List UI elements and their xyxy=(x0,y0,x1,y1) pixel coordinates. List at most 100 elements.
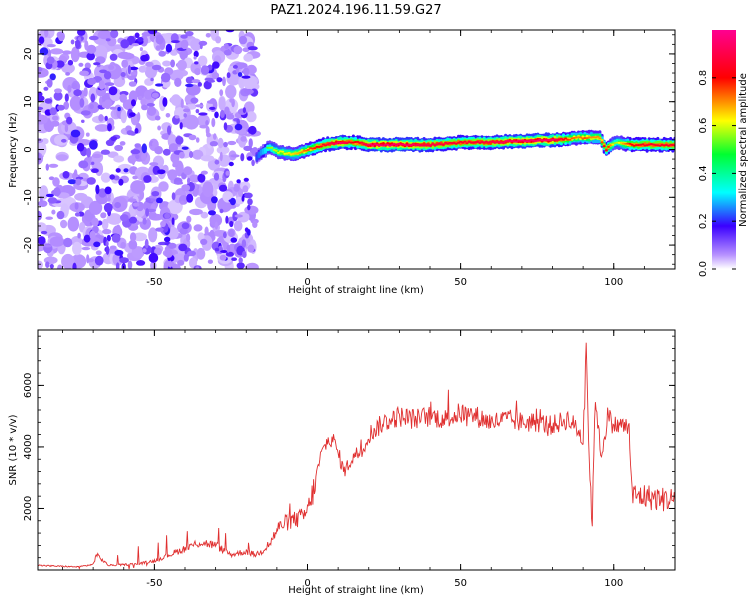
heatmap-noise-blob xyxy=(99,96,103,106)
heatmap-noise-blob xyxy=(157,125,162,131)
heatmap-ridge-segment xyxy=(557,138,561,141)
heatmap-ridge-segment xyxy=(602,145,606,148)
heatmap-noise-blob xyxy=(214,159,220,165)
heatmap-noise-blob xyxy=(155,83,164,87)
heatmap-noise-blob xyxy=(140,54,149,62)
heatmap-noise-blob xyxy=(209,214,223,227)
heatmap-ridge-segment xyxy=(276,151,280,154)
heatmap-noise-blob xyxy=(99,69,108,74)
heatmap-noise-blob xyxy=(190,38,202,51)
heatmap-ridge-segment xyxy=(562,138,565,141)
heatmap-ridge-segment xyxy=(564,137,568,140)
y-tick-label: 0 xyxy=(23,146,34,152)
heatmap-noise-blob xyxy=(162,60,172,67)
heatmap-noise-blob xyxy=(53,91,63,101)
heatmap-noise-blob xyxy=(65,72,70,76)
heatmap-noise-blob xyxy=(149,162,159,167)
heatmap-noise-blob xyxy=(95,184,100,195)
colorbar-ticks: 0.0 0.2 0.4 0.6 0.8 xyxy=(698,70,736,277)
heatmap-noise-blob xyxy=(244,205,259,215)
heatmap-noise-blob xyxy=(154,115,161,121)
heatmap-noise-blob xyxy=(207,79,216,83)
heatmap-noise-blob xyxy=(86,52,95,61)
heatmap-noise-blob xyxy=(67,84,72,93)
heatmap-noise-blob xyxy=(54,134,69,146)
heatmap-ridge-segment xyxy=(416,143,420,146)
heatmap-noise-blob xyxy=(195,137,200,143)
heatmap-noise-blob xyxy=(227,140,237,146)
heatmap-noise-blob xyxy=(218,96,226,111)
heatmap-noise-blob xyxy=(120,109,127,124)
heatmap-noise-blob xyxy=(196,247,206,260)
heatmap-noise-blob xyxy=(147,106,157,116)
heatmap-noise-blob xyxy=(105,99,113,108)
heatmap-noise-blob xyxy=(38,210,42,221)
heatmap-noise-blob xyxy=(105,139,115,146)
heatmap-noise-blob xyxy=(126,130,134,136)
heatmap-noise-blob xyxy=(38,138,44,144)
heatmap-noise-blob xyxy=(247,46,258,51)
heatmap-noise-blob xyxy=(179,227,188,235)
heatmap-noise-blob xyxy=(108,86,118,96)
heatmap-noise-blob xyxy=(38,152,41,162)
heatmap-noise-blob xyxy=(242,107,246,114)
heatmap-noise-blob xyxy=(69,95,83,111)
heatmap-noise-blob xyxy=(241,250,247,259)
heatmap-noise-blob xyxy=(220,109,225,119)
heatmap-noise-blob xyxy=(174,115,180,119)
heatmap-noise-blob xyxy=(137,95,143,101)
heatmap-noise-blob xyxy=(167,125,172,135)
heatmap-noise-blob xyxy=(66,116,73,125)
heatmap-noise-blob xyxy=(197,232,205,241)
heatmap-noise-blob xyxy=(175,136,184,145)
snr-x-label: Height of straight line (km) xyxy=(288,585,424,596)
heatmap-noise-blob xyxy=(79,98,85,108)
heatmap-noise-blob xyxy=(131,246,145,259)
heatmap-noise-blob xyxy=(193,50,199,58)
heatmap-ridge-segment xyxy=(371,144,375,147)
heatmap-noise-blob xyxy=(171,217,175,225)
heatmap-noise-blob xyxy=(211,72,220,80)
heatmap-ridge-segment xyxy=(536,139,540,142)
heatmap-noise-blob xyxy=(131,43,140,47)
snr-series-line xyxy=(38,342,675,570)
heatmap-noise-blob xyxy=(142,217,147,225)
heatmap-ridge-segment xyxy=(521,139,525,142)
heatmap-noise-blob xyxy=(183,166,193,176)
heatmap-ridge-segment xyxy=(469,141,473,144)
heatmap-noise-blob xyxy=(141,32,152,37)
heatmap-noise-blob xyxy=(47,197,58,204)
heatmap-noise-blob xyxy=(75,178,82,186)
heatmap-noise-blob xyxy=(127,198,137,202)
heatmap-noise-blob xyxy=(128,239,138,250)
heatmap-ridge-segment xyxy=(574,136,578,139)
heatmap-noise-blob xyxy=(78,62,84,67)
snr-axes: -50 0 50 100 2000 4000 6000 xyxy=(23,330,676,589)
heatmap-noise-blob xyxy=(174,77,182,87)
heatmap-noise-blob xyxy=(189,151,194,158)
heatmap-ridge-segment xyxy=(390,144,394,147)
heatmap-noise-blob xyxy=(160,72,171,83)
heatmap-noise-blob xyxy=(158,50,166,57)
heatmap-noise-blob xyxy=(78,160,89,169)
heatmap-noise-blob xyxy=(214,247,220,252)
heatmap-ridge-segment xyxy=(502,141,505,144)
heatmap-ridge-segment xyxy=(441,143,445,146)
heatmap-noise-blob xyxy=(151,191,160,197)
heatmap-noise-blob xyxy=(86,254,90,264)
heatmap-noise-blob xyxy=(115,168,121,173)
heatmap-noise-blob xyxy=(185,83,194,88)
heatmap-noise-blob xyxy=(229,197,236,206)
x-tick-label: -50 xyxy=(146,578,162,589)
heatmap-noise-blob xyxy=(205,33,211,38)
heatmap-ridge-segment xyxy=(611,143,615,146)
heatmap-noise-blob xyxy=(230,154,240,158)
heatmap-noise-blob xyxy=(141,152,147,162)
heatmap-noise-blob xyxy=(48,163,59,168)
heatmap-noise-blob xyxy=(225,84,237,99)
heatmap-noise-blob xyxy=(198,112,208,116)
heatmap-noise-blob xyxy=(145,61,154,67)
heatmap-noise-blob xyxy=(81,119,85,124)
heatmap-noise-blob xyxy=(223,141,228,148)
heatmap-noise-blob xyxy=(93,241,101,248)
